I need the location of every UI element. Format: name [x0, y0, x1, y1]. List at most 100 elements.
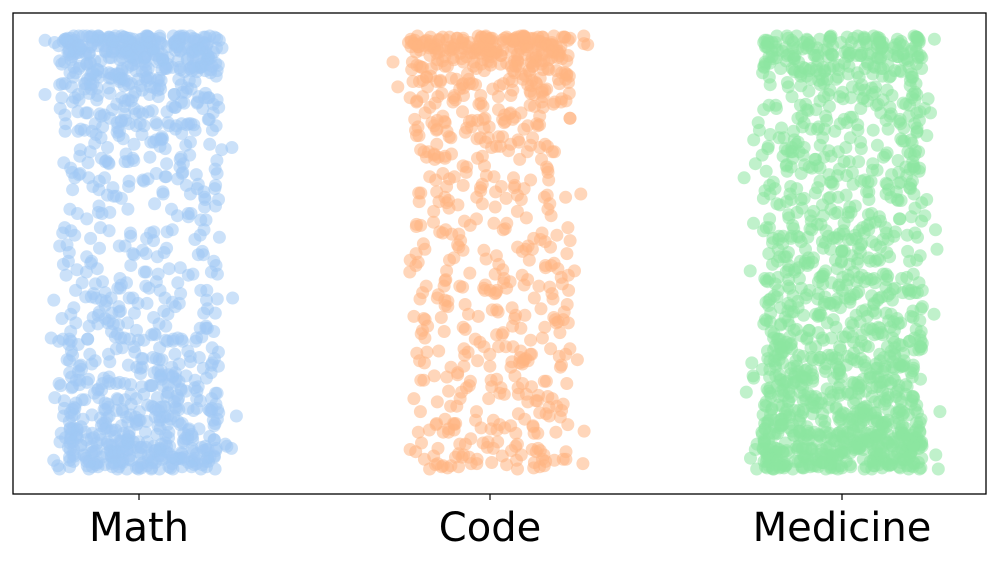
data-point-code: [574, 187, 588, 201]
data-point-code: [475, 149, 489, 163]
data-point-medicine: [809, 103, 823, 117]
data-point-medicine: [763, 370, 777, 384]
data-point-medicine: [775, 419, 789, 433]
data-point-math: [66, 183, 80, 197]
data-point-math: [190, 331, 204, 345]
data-point-medicine: [844, 460, 858, 474]
data-point-math: [203, 430, 217, 443]
data-point-code: [524, 333, 538, 347]
x-tick-label-code: Code: [439, 505, 541, 551]
data-point-medicine: [792, 55, 806, 69]
data-point-math: [207, 352, 221, 366]
data-point-medicine: [903, 254, 917, 268]
data-point-medicine: [847, 346, 861, 360]
data-point-math: [135, 83, 149, 97]
data-point-code: [437, 279, 451, 293]
data-point-math: [59, 117, 73, 131]
data-point-math: [118, 94, 132, 108]
data-point-code: [504, 59, 518, 73]
data-point-medicine: [876, 328, 890, 342]
data-point-code: [539, 454, 553, 468]
data-point-code: [409, 445, 423, 459]
data-point-code: [535, 42, 549, 56]
x-tick-labels: Math Code Medicine: [89, 505, 931, 551]
data-point-code: [429, 173, 443, 187]
data-point-math: [79, 106, 93, 120]
data-point-math: [209, 178, 223, 192]
data-point-math: [195, 244, 209, 258]
data-point-code: [456, 178, 470, 192]
data-point-math: [64, 224, 78, 238]
data-point-code: [517, 278, 531, 292]
data-point-math: [127, 306, 141, 320]
data-point-medicine: [859, 384, 872, 398]
data-point-medicine: [894, 194, 908, 207]
data-point-code: [418, 106, 432, 120]
data-point-math: [153, 283, 167, 297]
data-point-math: [155, 452, 169, 466]
data-point-medicine: [790, 205, 804, 219]
data-point-medicine: [799, 242, 812, 256]
data-point-medicine: [901, 282, 915, 296]
data-point-math: [119, 147, 133, 161]
data-point-math: [157, 246, 171, 259]
data-point-code: [430, 185, 444, 199]
data-point-code: [469, 413, 483, 427]
data-point-code: [479, 29, 493, 43]
data-point-math: [162, 262, 176, 276]
data-point-code: [430, 137, 444, 151]
data-point-math: [75, 276, 89, 290]
data-point-code: [534, 302, 548, 316]
data-point-code: [486, 441, 500, 455]
data-point-medicine: [817, 90, 831, 104]
data-point-medicine: [757, 317, 771, 331]
data-point-math: [208, 162, 222, 176]
data-point-code: [513, 152, 527, 166]
data-point-math: [139, 279, 153, 293]
data-point-math: [84, 78, 98, 92]
data-point-code: [453, 82, 467, 96]
data-point-code: [440, 370, 454, 384]
data-point-medicine: [887, 229, 901, 243]
data-point-math: [207, 254, 221, 268]
data-point-math: [160, 157, 174, 171]
data-point-code: [532, 279, 546, 293]
data-point-medicine: [764, 408, 777, 422]
data-point-math: [59, 268, 73, 282]
data-point-math: [173, 152, 187, 166]
data-point-code: [508, 369, 522, 383]
data-point-medicine: [783, 408, 797, 422]
data-point-code: [518, 412, 532, 426]
data-point-medicine: [780, 144, 794, 158]
data-point-medicine: [892, 434, 906, 448]
data-point-math: [171, 172, 185, 186]
data-point-code: [509, 426, 523, 440]
data-point-math: [225, 141, 239, 154]
data-point-math: [130, 418, 143, 432]
data-point-math: [92, 199, 106, 213]
data-point-math: [153, 36, 167, 49]
data-point-code: [560, 247, 574, 261]
data-point-medicine: [906, 438, 920, 452]
data-point-medicine: [869, 428, 883, 442]
data-point-medicine: [799, 291, 812, 305]
data-point-code: [487, 170, 501, 184]
data-point-math: [200, 283, 214, 297]
data-point-medicine: [792, 439, 806, 453]
data-point-math: [165, 450, 179, 464]
data-point-medicine: [816, 60, 830, 74]
data-point-medicine: [892, 405, 906, 419]
data-point-medicine: [802, 323, 816, 337]
data-point-code: [494, 57, 508, 71]
data-point-math: [119, 73, 133, 87]
data-point-math: [55, 312, 69, 325]
data-point-code: [542, 63, 556, 77]
data-point-math: [121, 358, 135, 372]
data-point-medicine: [857, 32, 871, 46]
data-point-medicine: [776, 237, 790, 251]
data-point-medicine: [895, 134, 909, 148]
data-point-code: [475, 197, 489, 211]
data-point-medicine: [813, 32, 827, 46]
data-point-medicine: [867, 414, 881, 428]
data-point-medicine: [874, 42, 888, 56]
